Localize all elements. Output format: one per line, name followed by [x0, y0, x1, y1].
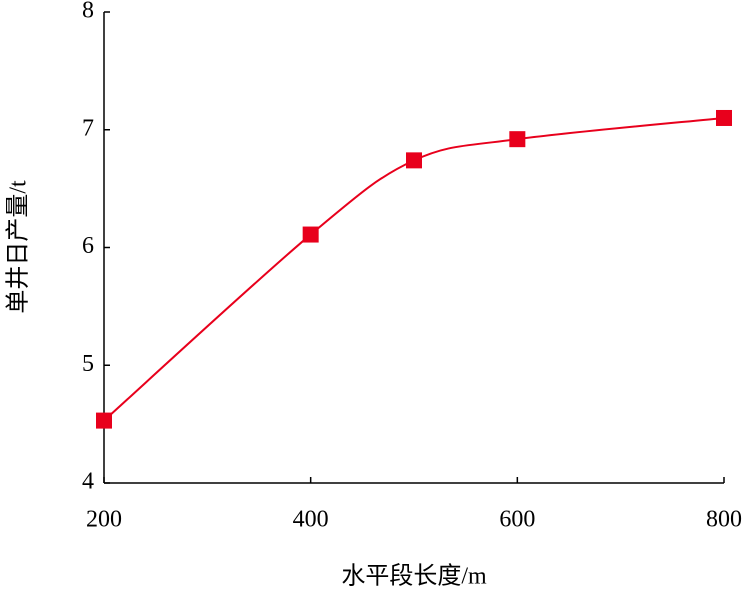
- data-point: [509, 131, 526, 148]
- y-tick-label: 6: [82, 233, 94, 259]
- data-point: [302, 226, 319, 243]
- data-point: [406, 152, 422, 169]
- x-axis-label: 水平段长度/m: [341, 563, 487, 590]
- y-tick-label: 5: [82, 351, 94, 377]
- y-tick-label: 4: [82, 469, 94, 495]
- x-tick-label: 800: [706, 507, 742, 533]
- x-tick-label: 200: [86, 507, 122, 533]
- y-axis-label: 单井日产量/t: [5, 180, 32, 314]
- data-point: [96, 412, 112, 429]
- data-point: [716, 109, 732, 126]
- x-tick-label: 400: [293, 507, 329, 533]
- x-tick-label: 600: [499, 507, 535, 533]
- y-tick-label: 8: [82, 0, 94, 24]
- y-tick-label: 7: [82, 115, 94, 141]
